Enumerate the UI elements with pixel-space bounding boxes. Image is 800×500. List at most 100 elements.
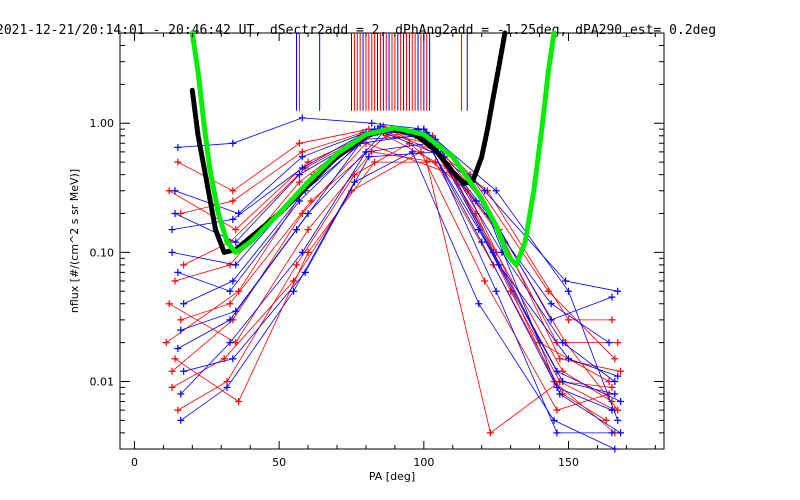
blue-data-point xyxy=(550,416,558,424)
blue-data-point xyxy=(304,210,312,217)
axes-layer: 0 50 100 150 0.01 0.10 1.00 xyxy=(90,32,664,469)
red-data-point xyxy=(617,367,625,375)
blue-data-point xyxy=(229,139,237,147)
red-series-line xyxy=(180,135,619,411)
blue-data-point xyxy=(614,287,622,295)
blue-series-line xyxy=(174,131,621,402)
blue-data-point xyxy=(168,248,176,256)
red-data-point xyxy=(162,339,170,347)
blue-data-point xyxy=(171,210,179,217)
blue-series-line xyxy=(172,125,621,434)
red-data-point xyxy=(553,406,561,414)
red-series-line xyxy=(171,142,615,411)
blue-data-point xyxy=(559,377,567,385)
data-layer xyxy=(162,30,625,453)
blue-series-line xyxy=(177,135,613,411)
red-data-point xyxy=(174,406,182,414)
blue-data-point xyxy=(617,429,625,437)
red-series-line xyxy=(174,161,612,434)
blue-data-point xyxy=(177,390,185,398)
red-data-point xyxy=(544,287,552,295)
blue-data-point xyxy=(177,326,185,334)
blue-data-point xyxy=(547,316,555,324)
blue-data-point xyxy=(171,187,179,195)
red-data-point xyxy=(180,261,188,269)
red-data-point xyxy=(168,383,176,391)
y-tick-label: 0.01 xyxy=(90,375,115,388)
blue-data-point xyxy=(229,277,237,285)
y-tick-label: 0.10 xyxy=(90,246,115,259)
blue-data-point xyxy=(605,339,613,347)
y-tick-label: 1.00 xyxy=(90,117,115,130)
blue-series-line xyxy=(180,131,616,382)
x-tick-label: 0 xyxy=(131,456,138,469)
red-data-point xyxy=(223,377,231,385)
blue-data-point xyxy=(492,187,500,195)
blue-data-point xyxy=(174,345,182,353)
red-data-point xyxy=(602,416,610,424)
red-data-point xyxy=(229,197,237,205)
blue-data-point xyxy=(475,300,483,308)
red-data-point xyxy=(293,261,301,269)
blue-data-point xyxy=(547,300,555,308)
blue-data-point xyxy=(290,287,298,295)
red-data-point xyxy=(486,429,494,437)
blue-data-point xyxy=(301,268,309,276)
red-data-point xyxy=(556,355,564,363)
blue-data-point xyxy=(232,261,240,269)
red-data-point xyxy=(295,178,303,186)
blue-data-point xyxy=(226,339,234,347)
blue-data-point xyxy=(295,171,303,179)
blue-data-point xyxy=(478,238,486,246)
red-data-point xyxy=(174,158,182,166)
red-data-point xyxy=(295,139,303,147)
red-data-point xyxy=(168,367,176,375)
blue-data-point xyxy=(226,316,234,324)
blue-data-point xyxy=(553,383,561,391)
blue-data-point xyxy=(614,372,622,380)
red-data-point xyxy=(611,355,619,363)
red-data-point xyxy=(235,397,243,405)
red-series-line xyxy=(183,125,621,372)
blue-series-line xyxy=(180,151,615,450)
red-data-point xyxy=(608,383,616,391)
blue-data-point xyxy=(232,238,240,246)
blue-data-point xyxy=(408,148,416,156)
blue-data-point xyxy=(295,197,303,205)
blue-data-point xyxy=(481,187,489,195)
blue-data-point xyxy=(362,148,370,156)
red-data-point xyxy=(226,300,234,308)
blue-data-point xyxy=(298,164,306,172)
blue-series-line xyxy=(180,142,612,434)
red-data-point xyxy=(614,339,622,347)
blue-data-point xyxy=(180,300,188,308)
red-data-point xyxy=(165,300,173,308)
red-data-point xyxy=(235,287,243,295)
red-data-point xyxy=(171,355,179,363)
blue-data-point xyxy=(350,178,358,186)
blue-data-point xyxy=(614,416,622,424)
blue-data-point xyxy=(608,406,616,414)
blue-data-point xyxy=(556,390,564,398)
blue-data-point xyxy=(565,287,573,295)
blue-data-point xyxy=(368,119,376,127)
blue-series-line xyxy=(183,151,618,377)
red-data-point xyxy=(229,187,237,195)
blue-data-point xyxy=(376,122,384,130)
red-data-point xyxy=(177,316,185,324)
x-tick-label: 100 xyxy=(413,456,434,469)
blue-data-point xyxy=(229,215,237,223)
blue-data-point xyxy=(298,114,306,122)
red-data-point xyxy=(423,158,431,166)
red-data-point xyxy=(171,277,179,285)
red-data-point xyxy=(304,226,312,234)
red-data-point xyxy=(608,316,616,324)
red-series-line xyxy=(166,131,616,434)
x-tick-label: 50 xyxy=(272,456,286,469)
red-data-point xyxy=(565,316,573,324)
x-axis-label: PA [deg] xyxy=(369,470,415,483)
chart-title: 2021-12-21/20:14:01 - 20:46:42 UT, dSect… xyxy=(0,23,716,38)
blue-data-point xyxy=(495,261,503,269)
blue-series-line xyxy=(177,117,619,421)
